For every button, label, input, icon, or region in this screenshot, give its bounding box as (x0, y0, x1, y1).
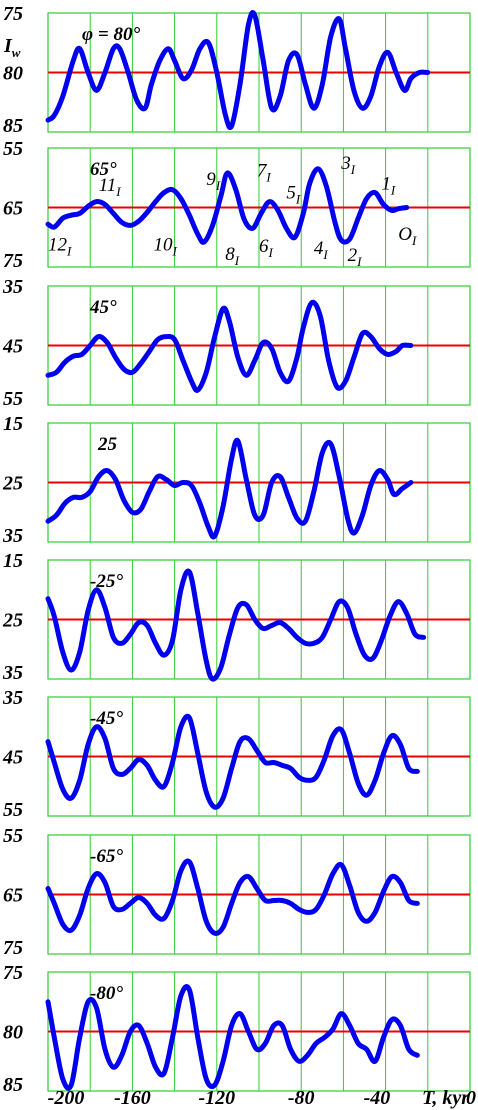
latitude-label: φ = 80° (82, 24, 140, 45)
x-tick-label: -80 (288, 1087, 315, 1109)
y-tick-label: 45 (2, 747, 23, 769)
y-tick-label: 25 (2, 473, 23, 495)
panel-4: 15 25 35 25 (2, 413, 471, 547)
x-axis: -200 -160 -120 -80 -40 0T, kyr (48, 1087, 476, 1109)
y-tick-label: 85 (3, 115, 23, 137)
x-tick-label: 0 (466, 1087, 476, 1109)
series-line (45, 713, 420, 810)
extremum-label: 2I (348, 245, 363, 269)
y-tick-label: 65 (3, 885, 23, 907)
latitude-label: -45° (90, 708, 123, 729)
extremum-label: 5I (286, 183, 301, 207)
panel-1: 75 80 85 φ = 80° (3, 3, 471, 137)
y-tick-label: 80 (3, 63, 23, 85)
y-tick-label: 75 (3, 937, 23, 959)
y-tick-label: 15 (3, 550, 23, 572)
panel-6: 35 45 55 -45° (2, 687, 471, 821)
series-line (45, 10, 431, 131)
series-line (45, 437, 414, 540)
x-axis-label: T, kyr (422, 1087, 469, 1109)
extremum-label: 11I (99, 175, 122, 199)
y-tick-label: 35 (2, 276, 23, 298)
y-tick-label: 35 (2, 525, 23, 547)
y-tick-label: 85 (3, 1074, 23, 1096)
latitude-label: 65° (90, 159, 117, 180)
y-tick-label: 75 (3, 962, 23, 984)
extremum-label: OI (398, 224, 417, 248)
y-tick-label: 35 (2, 662, 23, 684)
panel-5: 15 25 35 -25° (2, 550, 471, 684)
y-tick-label: 55 (3, 138, 23, 160)
series-line (45, 299, 414, 393)
y-tick-label: 55 (3, 799, 23, 821)
extremum-label: 6I (259, 236, 274, 260)
extremum-label: 1I (381, 174, 396, 198)
x-tick-label: -120 (198, 1087, 235, 1109)
x-tick-label: -200 (48, 1087, 85, 1109)
extremum-label: 7I (257, 161, 272, 185)
y-tick-label: 55 (3, 388, 23, 410)
y-tick-label: 15 (3, 413, 23, 435)
x-tick-label: -160 (114, 1087, 151, 1109)
extremum-label: 9I (206, 169, 221, 193)
extremum-label: 8I (225, 244, 240, 268)
extremum-label: 3I (340, 153, 356, 177)
y-tick-label: 25 (2, 610, 23, 632)
latitude-label: -80° (90, 983, 123, 1004)
y-tick-label: 65 (3, 198, 23, 220)
x-tick-label: -40 (364, 1087, 391, 1109)
y-axis-label: Iw (3, 35, 21, 60)
series-line (45, 858, 420, 936)
panel-3: 35 45 55 45° (2, 276, 471, 410)
panel-7: 55 65 75 -65° (3, 825, 471, 959)
y-tick-label: 80 (3, 1022, 23, 1044)
y-tick-label: 45 (2, 336, 23, 358)
series-line (45, 568, 427, 682)
latitude-label: -25° (90, 571, 123, 592)
panel-2: 55 65 75 65° (3, 138, 471, 272)
latitude-label: -65° (90, 846, 123, 867)
latitude-label: 45° (89, 297, 117, 318)
series-line (45, 984, 420, 1091)
extremum-label: 12I (48, 234, 72, 258)
latitude-label: 25 (97, 434, 118, 455)
series-line (45, 166, 410, 245)
y-tick-label: 75 (3, 250, 23, 272)
extremum-label: 10I (154, 234, 178, 258)
y-tick-label: 75 (3, 3, 23, 25)
y-tick-label: 55 (3, 825, 23, 847)
panel-8: 75 80 85 -80° (3, 962, 471, 1096)
extremum-label: 4I (314, 238, 329, 262)
y-tick-label: 35 (2, 687, 23, 709)
